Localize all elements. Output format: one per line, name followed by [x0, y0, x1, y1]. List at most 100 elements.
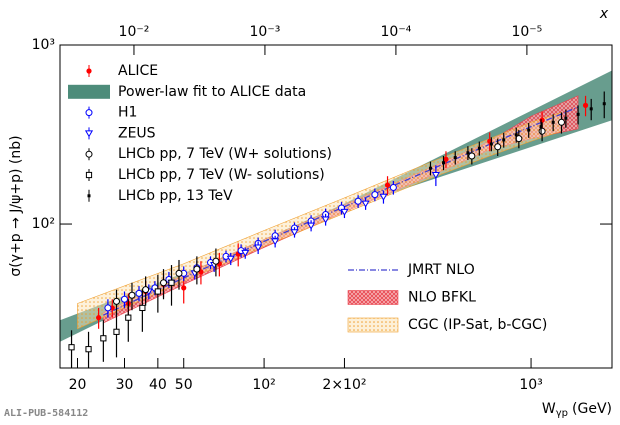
point [100, 335, 107, 342]
x-axis-title: Wγp (GeV) [542, 401, 612, 419]
point [85, 171, 93, 179]
point [271, 238, 280, 246]
point [290, 229, 299, 237]
point [168, 279, 175, 286]
point [379, 193, 388, 201]
x-tick-label: 50 [175, 377, 193, 393]
point [86, 68, 92, 74]
point [212, 257, 220, 265]
point [466, 151, 470, 155]
x-axis-title-unit: (GeV) [572, 401, 612, 417]
point [582, 102, 589, 108]
point [193, 265, 201, 273]
point [84, 130, 94, 138]
x2-tick-label: 10⁻² [119, 24, 150, 40]
point [551, 120, 555, 124]
point [538, 127, 546, 135]
x2-tick-label: 10⁻⁴ [381, 24, 412, 40]
point [371, 191, 379, 199]
point [527, 128, 531, 132]
point [539, 125, 543, 129]
point [154, 288, 161, 295]
plot-frame [59, 44, 613, 369]
point [340, 208, 349, 216]
point [321, 216, 330, 224]
point [96, 315, 102, 321]
x-tick-label: 20 [69, 377, 87, 393]
legend-label: LHCb pp, 7 TeV (W- solutions) [118, 167, 325, 183]
legend-label: ZEUS [118, 125, 156, 141]
legend-swatch [68, 84, 110, 99]
point [443, 156, 449, 162]
legend: ALICE Power-law fit to ALICE data H1 ZEUS LH… [68, 63, 547, 333]
point [361, 200, 370, 208]
point [85, 150, 93, 158]
point [539, 117, 545, 123]
x2-axis-title: x [599, 6, 609, 22]
x-tick-label: 30 [116, 377, 134, 393]
legend-label: ALICE [118, 63, 158, 79]
x-tick-label: 2×10² [322, 377, 366, 393]
point [112, 297, 120, 305]
point [494, 143, 502, 151]
legend-label: NLO BFKL [408, 290, 476, 306]
point [564, 116, 568, 120]
x2-tick-label: 10⁻⁵ [511, 24, 542, 40]
legend-label: H1 [118, 105, 137, 121]
point [589, 107, 593, 111]
point [602, 102, 606, 106]
point [557, 118, 565, 126]
point [125, 314, 132, 321]
legend-label: Power-law fit to ALICE data [118, 84, 306, 100]
x-tick-label: 10³ [519, 377, 542, 393]
point [468, 152, 476, 160]
point [389, 183, 397, 191]
plot-area [60, 70, 612, 368]
point [113, 328, 120, 335]
point [104, 304, 112, 312]
legend-swatch [347, 290, 399, 305]
point [139, 304, 146, 312]
watermark: ALI-PUB-584112 [4, 408, 88, 419]
point [175, 269, 183, 277]
point [514, 133, 518, 137]
point [135, 289, 143, 297]
point [477, 146, 481, 150]
point [85, 346, 92, 353]
point [142, 286, 150, 294]
point [489, 142, 493, 146]
point [453, 156, 457, 160]
point [128, 291, 136, 299]
point [85, 109, 93, 117]
point [87, 194, 91, 198]
point [181, 285, 187, 291]
point [254, 244, 263, 252]
point [431, 171, 440, 179]
point [241, 249, 250, 257]
legend-label: CGC (IP-Sat, b-CGC) [408, 317, 547, 333]
point [384, 182, 391, 188]
point [120, 295, 128, 303]
y-tick-label: 10³ [32, 37, 55, 53]
x-tick-label: 10² [252, 377, 275, 393]
x-tick-label: 40 [149, 377, 167, 393]
x-axis-title-main: W [542, 401, 556, 417]
point [68, 344, 75, 351]
x-axis-title-sub: γp [556, 408, 568, 419]
axes: 20 30 40 50 10² 2×10² 10³ 10⁻² 10⁻³ 10⁻⁴ 10⁻⁵ 10² 10… [32, 24, 612, 393]
point [160, 279, 168, 287]
y-tick-label: 10² [32, 216, 55, 232]
legend-label: LHCb pp, 13 TeV [118, 188, 233, 204]
point [226, 255, 235, 263]
point [307, 222, 316, 230]
point [442, 161, 446, 165]
point [576, 112, 580, 116]
y-axis-title: σ(γ+p → J/ψ+p) (nb) [8, 135, 24, 276]
legend-label: JMRT NLO [407, 262, 475, 278]
legend-swatch [347, 317, 399, 333]
x2-tick-label: 10⁻³ [250, 24, 281, 40]
legend-label: LHCb pp, 7 TeV (W+ solutions) [118, 146, 332, 162]
point [354, 197, 362, 205]
point [502, 138, 506, 142]
